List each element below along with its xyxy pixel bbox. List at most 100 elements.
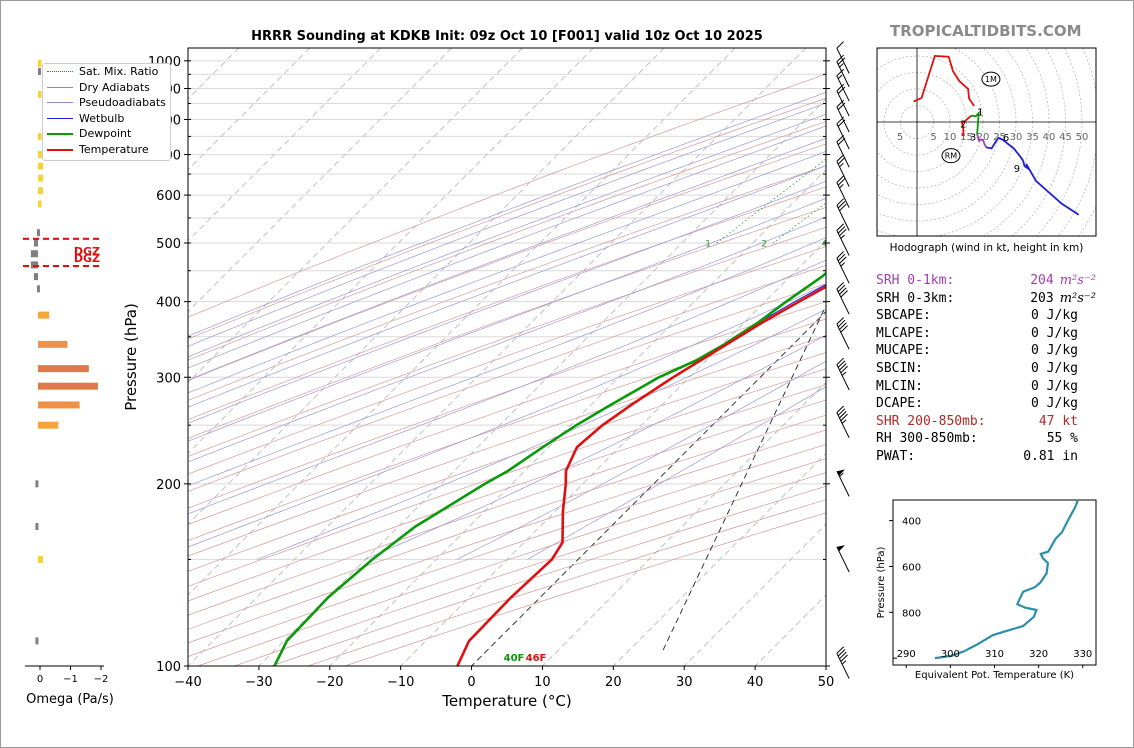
legend-item: Wetbulb [43, 111, 170, 127]
theta-e-y-tick-label: 800 [902, 608, 921, 619]
hodo-trace-segment [960, 115, 972, 137]
skewt-frame [187, 47, 827, 667]
skewt-plot-area: 1 2 4 6 8 10 13 16 20 24 30 36 [188, 48, 1134, 666]
dry-adiabat-line [188, 143, 826, 381]
wind-barb-staff [836, 364, 850, 391]
wind-barb-half-flag [839, 184, 844, 189]
dry-adiabat-line [188, 301, 826, 525]
stat-number: 47 kt [1038, 413, 1078, 429]
mixing-ratio-line [871, 48, 1134, 243]
wind-barb-flag [837, 649, 846, 657]
legend-swatch [47, 71, 73, 72]
y-tick-label: 300 [156, 371, 181, 386]
omega-bar [38, 68, 41, 76]
isotherm-line [188, 48, 807, 666]
temperature-profile [456, 285, 826, 666]
mixing-ratio-line [920, 48, 1134, 243]
legend-label: Dewpoint [79, 127, 132, 141]
omega-x-tick-label: −2 [94, 674, 109, 685]
stat-row: RH 300-850mb: 55 % [876, 430, 1096, 448]
stat-label: RH 300-850mb: [876, 431, 978, 447]
mixing-ratio-line [946, 48, 1134, 243]
legend-swatch [47, 102, 73, 104]
wind-barb-flag [840, 413, 848, 422]
stat-value: 0 J/kg [1031, 342, 1078, 360]
stat-row: MUCAPE: 0 J/kg [876, 342, 1096, 360]
wind-barb-staff [836, 288, 850, 315]
wind-barb-staff [836, 47, 850, 74]
legend-item: Pseudoadiabats [43, 95, 170, 111]
dry-adiabat-line [188, 352, 826, 572]
wind-barb-flag [836, 154, 844, 162]
stat-number: 0 J/kg [1031, 360, 1078, 376]
skewt-legend: Sat. Mix. Ratio Dry Adiabats Pseudoadiabat… [42, 63, 171, 161]
isotherm-line [188, 48, 594, 454]
mixing-ratio-label: 1 [705, 239, 711, 249]
wind-barb-half-flag [839, 472, 844, 477]
omega-bar [35, 480, 39, 488]
mixing-ratio-line [1010, 48, 1134, 243]
wind-barb-half-flag [840, 262, 845, 267]
wind-barb-staff [836, 61, 850, 88]
omega-bar [35, 637, 39, 645]
x-tick-label: 0 [467, 675, 475, 690]
dry-adiabat-line [188, 73, 826, 318]
wind-barb-flag [837, 319, 846, 328]
y-tick-label: 600 [156, 189, 181, 204]
stat-value: 0 J/kg [1031, 360, 1078, 378]
moist-adiabat-line [188, 125, 826, 369]
x-tick-label: 20 [605, 675, 622, 690]
wind-barb-half-flag [839, 162, 844, 168]
wind-barb-flag [837, 57, 846, 65]
legend-item: Temperature [43, 142, 170, 158]
stat-unit: m²s⁻² [1059, 290, 1096, 306]
hodo-ring-label: 40 [1043, 132, 1056, 143]
legend-label: Temperature [79, 142, 149, 156]
omega-bar [38, 340, 68, 348]
dry-adiabat-line [188, 246, 826, 475]
stat-label: SBCIN: [876, 360, 923, 376]
wind-barb [836, 223, 850, 256]
brand-watermark: TROPICALTIDBITS.COM [890, 22, 1082, 40]
wind-barb-flag [837, 157, 846, 165]
wind-barb [836, 41, 850, 74]
wind-barb-staff [836, 412, 850, 439]
wind-barb-staff [836, 106, 850, 133]
legend-swatch [47, 86, 73, 88]
stat-row: MLCIN: 0 J/kg [876, 378, 1096, 396]
hodo-trace-segment [976, 133, 988, 148]
wind-barb-flag [836, 405, 844, 413]
omega-bar [38, 151, 44, 159]
omega-bar [36, 229, 40, 237]
wind-barb-flag [837, 86, 846, 94]
mixing-ratio-line [716, 158, 826, 244]
wind-barb-flag [836, 223, 844, 231]
wind-barb [836, 54, 850, 88]
x-tick-label: 40 [747, 675, 764, 690]
stat-label: SRH 0-1km: [876, 273, 955, 288]
stat-label: MLCAPE: [876, 325, 931, 341]
omega-bar [38, 382, 98, 390]
stat-row: SHR 200-850mb: 47 kt [876, 413, 1096, 431]
wind-barb [836, 405, 850, 439]
wind-barb-flag [839, 203, 847, 212]
dry-adiabat-line [188, 399, 826, 616]
theta-e-panel: 290 300 310 320 330 400 600 800 Equivalent Pot. … [876, 499, 1097, 681]
wind-barb-staff [836, 141, 850, 168]
wind-barb [836, 154, 850, 187]
hodo-trace-segment [986, 136, 1080, 216]
stat-row: SBCAPE: 0 J/kg [876, 307, 1096, 325]
wind-barb-flag [836, 357, 844, 366]
hodo-trace-low [913, 55, 975, 107]
legend-item: Dry Adiabats [43, 80, 170, 96]
stat-number: 203 [1030, 290, 1054, 306]
dry-adiabat-line [188, 97, 826, 340]
storm-motion-rm-marker [941, 148, 961, 164]
legend-item: Sat. Mix. Ratio [43, 64, 170, 80]
wind-barb-flag [839, 411, 847, 419]
omega-bar [38, 421, 59, 429]
hodo-ring-label: 5 [897, 132, 903, 143]
stat-label: MUCAPE: [876, 343, 931, 359]
wind-barb-flag [836, 54, 844, 63]
